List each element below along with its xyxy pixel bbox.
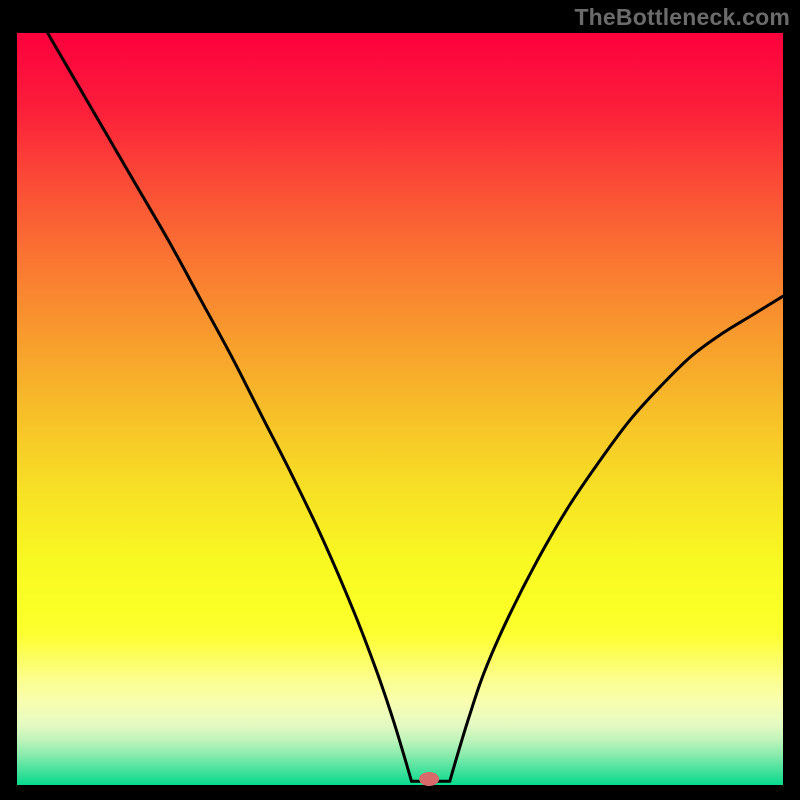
watermark-text: TheBottleneck.com: [574, 4, 790, 31]
optimal-marker: [419, 772, 439, 786]
chart-svg: [0, 0, 800, 800]
bottleneck-chart: TheBottleneck.com: [0, 0, 800, 800]
plot-area: [17, 33, 783, 785]
